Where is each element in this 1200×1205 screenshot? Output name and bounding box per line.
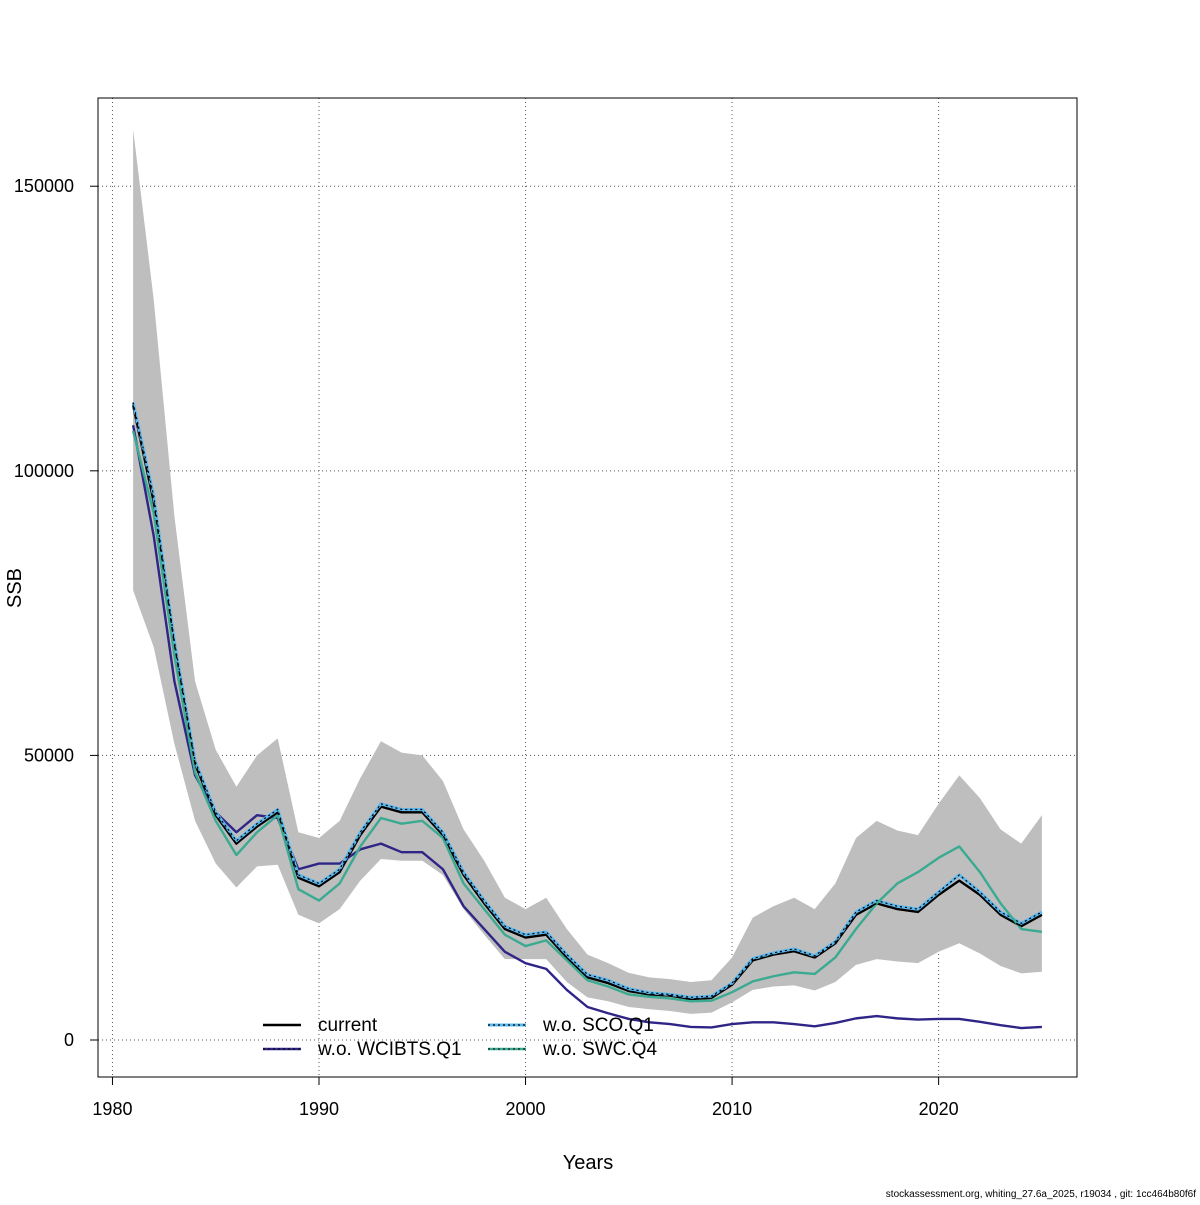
y-axis-title: SSB xyxy=(4,568,26,608)
plot-frame xyxy=(97,97,1078,1078)
series-line-current-dashed xyxy=(132,405,1043,1000)
y-tick-label-50000: 50000 xyxy=(24,745,74,765)
x-tick-label-2000: 2000 xyxy=(506,1099,546,1119)
x-tick-label-2010: 2010 xyxy=(712,1099,752,1119)
y-tick-label-100000: 100000 xyxy=(14,461,74,481)
footer-credit: stockassessment.org, whiting_27.6a_2025,… xyxy=(886,1189,1196,1200)
series-line-3 xyxy=(131,430,1043,1003)
confidence-band xyxy=(133,129,1042,1014)
x-tick-label-2020: 2020 xyxy=(919,1099,959,1119)
x-axis-title: Years xyxy=(563,1152,613,1174)
confidence-band-layer xyxy=(133,129,1042,1014)
y-tick-label-150000: 150000 xyxy=(14,176,74,196)
legend: current w.o. WCIBTS.Q1 w.o. SCO.Q1 w.o. SWC… xyxy=(263,1015,657,1060)
x-tick-label-1990: 1990 xyxy=(299,1099,339,1119)
series-layer xyxy=(131,402,1043,1030)
legend-label-3: w.o. SWC.Q4 xyxy=(542,1039,657,1060)
legend-label-1: w.o. WCIBTS.Q1 xyxy=(317,1039,462,1060)
legend-label-2: w.o. SCO.Q1 xyxy=(542,1015,654,1036)
series-line-overlay-2 xyxy=(132,402,1043,998)
y-tick-label-0: 0 xyxy=(64,1030,74,1050)
series-line-0 xyxy=(131,405,1043,1001)
x-tick-label-1980: 1980 xyxy=(92,1099,132,1119)
axes: 1980 1990 2000 2010 2020 0 50000 100000 150000 xyxy=(14,97,1078,1119)
legend-label-0: current xyxy=(318,1015,378,1036)
series-line-2 xyxy=(131,402,1043,999)
